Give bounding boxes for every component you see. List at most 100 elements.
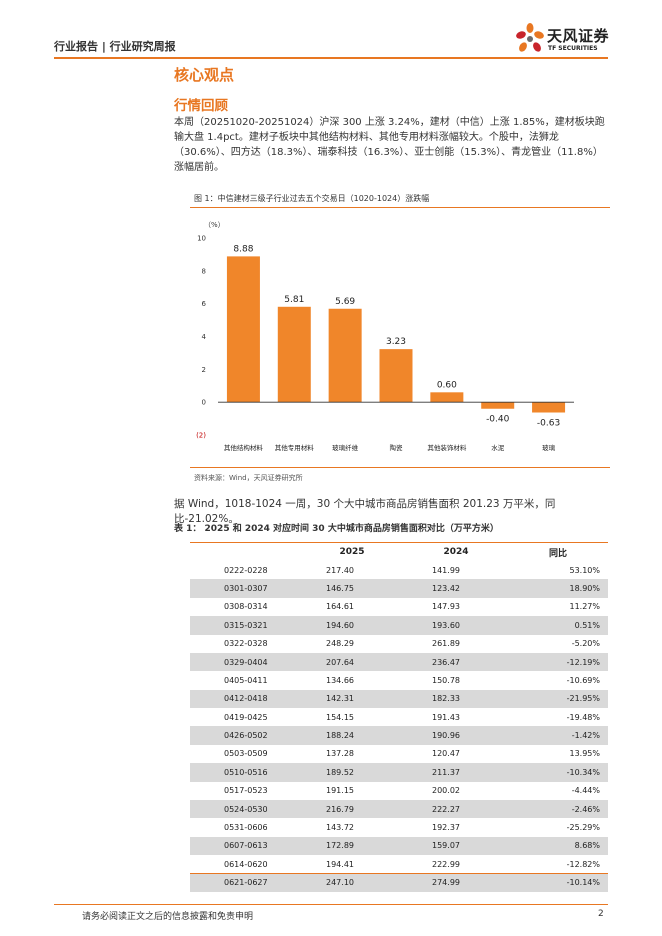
bar — [277, 306, 311, 403]
data-label: -0.40 — [486, 415, 510, 425]
bar — [328, 308, 362, 403]
table-top-divider — [190, 542, 608, 543]
table-row: 0503-0509 137.28 120.47 13.95% — [190, 745, 608, 763]
header-divider — [54, 57, 608, 59]
y-tick-label: 8 — [202, 267, 206, 275]
table-row: 0426-0502 188.24 190.96 -1.42% — [190, 726, 608, 745]
y-tick-label: 2 — [202, 366, 206, 374]
data-label: 0.60 — [437, 380, 457, 390]
table-row: 0412-0418 142.31 182.33 -21.95% — [190, 689, 608, 708]
value-2024-cell: 192.37 — [432, 822, 460, 832]
value-2025-cell: 191.15 — [326, 786, 354, 796]
value-2024-cell: 236.47 — [404, 652, 508, 672]
housing-sales-table: 2025 2024 同比 0222-0228 217.40 141.99 53.10%… — [190, 543, 608, 892]
x-tick-label: 水泥 — [491, 443, 505, 452]
figure-caption: 图 1：中信建材三级子行业过去五个交易日（1020-1024）涨跌幅 — [194, 194, 430, 203]
data-label: 5.69 — [335, 297, 355, 307]
period-cell: 0531-0606 — [224, 822, 268, 832]
x-tick-label: 陶瓷 — [390, 443, 404, 452]
period-cell: 0308-0314 — [224, 602, 268, 612]
table-row: 0222-0228 217.40 141.99 53.10% — [190, 561, 608, 579]
table-row: 0510-0516 189.52 211.37 -10.34% — [190, 763, 608, 782]
data-label: 8.88 — [233, 244, 253, 254]
x-tick-label: 玻璃 — [542, 443, 556, 452]
table-row: 0315-0321 194.60 193.60 0.51% — [190, 616, 608, 635]
period-cell: 0322-0328 — [224, 639, 268, 649]
table-row: 0322-0328 248.29 261.89 -5.20% — [190, 635, 608, 653]
value-2025-cell: 188.24 — [300, 726, 404, 745]
table-row: 0531-0606 143.72 192.37 -25.29% — [190, 818, 608, 836]
y-tick-label: 4 — [202, 333, 207, 341]
table-header-row: 2025 2024 同比 — [190, 543, 608, 561]
period-cell: 0301-0307 — [190, 579, 300, 598]
y-tick-label: 10 — [197, 235, 206, 243]
bar — [430, 392, 464, 403]
yoy-cell: 18.90% — [508, 579, 608, 598]
period-cell: 0621-0627 — [190, 873, 300, 892]
logo-name-cn: 天风证券 — [547, 27, 610, 45]
value-2024-cell: 222.99 — [432, 859, 460, 869]
table-row: 0405-0411 134.66 150.78 -10.69% — [190, 671, 608, 689]
value-2024-cell: 211.37 — [404, 763, 508, 782]
flower-logo-icon — [516, 23, 544, 52]
value-2024-cell: 222.27 — [404, 799, 508, 819]
table-row: 0614-0620 194.41 222.99 -12.82% — [190, 855, 608, 873]
period-cell: 0510-0516 — [190, 763, 300, 782]
yoy-cell: -25.29% — [566, 822, 600, 832]
period-cell: 0614-0620 — [224, 859, 268, 869]
yoy-cell: -4.44% — [571, 786, 600, 796]
value-2024-cell: 123.42 — [404, 579, 508, 598]
table-row: 0517-0523 191.15 200.02 -4.44% — [190, 782, 608, 800]
value-2024-cell: 193.60 — [404, 616, 508, 635]
table-row: 0308-0314 164.61 147.93 11.27% — [190, 598, 608, 616]
yoy-cell: -12.82% — [566, 859, 600, 869]
period-cell: 0412-0418 — [190, 689, 300, 708]
value-2024-cell: 182.33 — [404, 689, 508, 708]
period-cell: 0426-0502 — [190, 726, 300, 745]
table-header-period — [190, 543, 300, 561]
x-tick-label: 其他结构材料 — [224, 443, 264, 452]
y-tick-label: (2) — [196, 432, 206, 440]
data-label: -0.63 — [537, 419, 560, 429]
yoy-cell: -2.46% — [508, 799, 608, 819]
value-2024-cell: 190.96 — [404, 726, 508, 745]
value-2024-cell: 159.07 — [404, 836, 508, 855]
period-cell: 0524-0530 — [190, 799, 300, 819]
table-row: 0329-0404 207.64 236.47 -12.19% — [190, 652, 608, 672]
value-2025-cell: 154.15 — [326, 712, 354, 722]
yoy-cell: 8.68% — [508, 836, 608, 855]
value-2024-cell: 150.78 — [432, 675, 460, 685]
yoy-cell: -10.69% — [566, 675, 600, 685]
value-2025-cell: 143.72 — [326, 822, 354, 832]
value-2025-cell: 207.64 — [300, 652, 404, 672]
table-row: 0607-0613 172.89 159.07 8.68% — [190, 836, 608, 855]
value-2024-cell: 200.02 — [432, 786, 460, 796]
table-header-2024: 2024 — [404, 543, 508, 561]
yoy-cell: -10.34% — [508, 763, 608, 782]
table-row: 0419-0425 154.15 191.43 -19.48% — [190, 708, 608, 726]
value-2025-cell: 172.89 — [300, 836, 404, 855]
bar — [532, 402, 566, 413]
value-2024-cell: 141.99 — [432, 565, 460, 575]
bar — [226, 256, 260, 403]
market-review-paragraph: 本周（20251020-20251024）沪深 300 上涨 3.24%，建材（… — [174, 117, 605, 173]
page-number: 2 — [598, 909, 604, 919]
period-cell: 0315-0321 — [190, 616, 300, 635]
report-category: 行业报告 | 行业研究周报 — [54, 40, 176, 53]
y-tick-label: 6 — [202, 300, 207, 308]
x-tick-label: 玻璃纤维 — [332, 443, 359, 452]
section-title: 核心观点 — [174, 66, 235, 84]
yoy-cell: 0.51% — [508, 616, 608, 635]
bar — [481, 402, 515, 409]
x-tick-label: 其他装饰材料 — [427, 443, 467, 452]
y-axis-label: （%） — [204, 221, 225, 229]
yoy-cell: -1.42% — [508, 726, 608, 745]
footer-disclaimer: 请务必阅读正文之后的信息披露和免责申明 — [82, 912, 254, 922]
value-2025-cell: 134.66 — [326, 675, 354, 685]
yoy-cell: 11.27% — [569, 602, 600, 612]
period-cell: 0222-0228 — [224, 565, 268, 575]
value-2025-cell: 194.60 — [300, 616, 404, 635]
figure-source: 资料来源：Wind，天风证券研究所 — [194, 474, 303, 482]
y-tick-label: 0 — [202, 399, 206, 407]
table-row: 0524-0530 216.79 222.27 -2.46% — [190, 799, 608, 819]
